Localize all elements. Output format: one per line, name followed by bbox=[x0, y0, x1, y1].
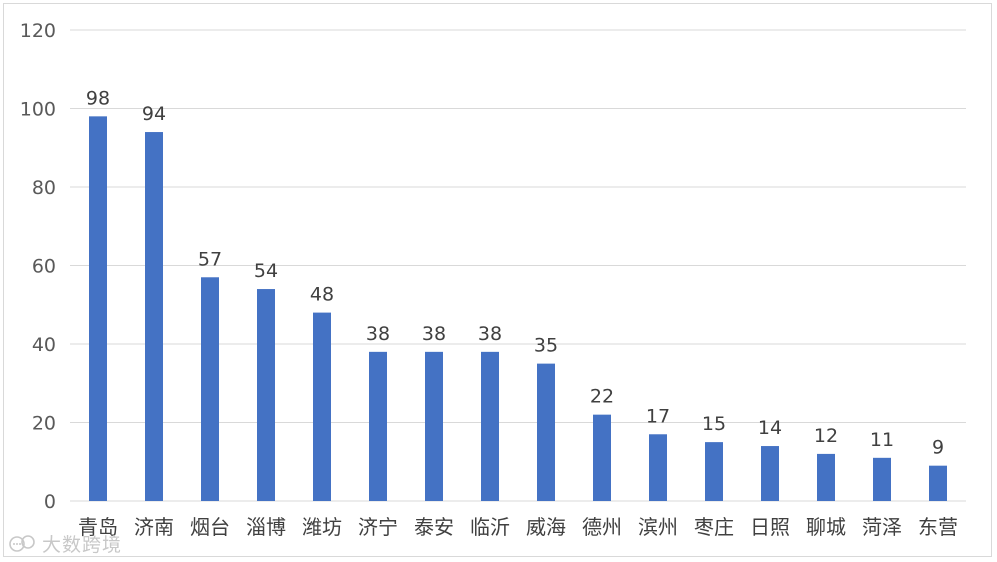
data-label: 17 bbox=[646, 405, 670, 427]
bar-聊城 bbox=[817, 453, 835, 501]
bar-德州 bbox=[593, 414, 611, 501]
y-tick-label: 60 bbox=[32, 256, 56, 278]
bar-滨州 bbox=[649, 434, 667, 501]
x-category-label: 菏泽 bbox=[862, 515, 902, 539]
bar-日照 bbox=[761, 446, 779, 501]
y-tick-label: 0 bbox=[44, 491, 56, 513]
data-label: 38 bbox=[366, 323, 390, 345]
x-category-label: 泰安 bbox=[414, 515, 454, 539]
x-category-label: 威海 bbox=[526, 515, 566, 539]
watermark-text: 大数跨境 bbox=[42, 534, 123, 556]
data-label: 38 bbox=[422, 323, 446, 345]
y-tick-label: 80 bbox=[32, 177, 56, 199]
bar-泰安 bbox=[425, 351, 443, 501]
bar-菏泽 bbox=[873, 457, 891, 501]
data-label: 14 bbox=[758, 417, 782, 439]
bar-淄博 bbox=[257, 289, 275, 501]
y-tick-label: 20 bbox=[32, 413, 56, 435]
y-tick-label: 40 bbox=[32, 334, 56, 356]
data-label: 35 bbox=[534, 335, 558, 357]
x-category-label: 东营 bbox=[918, 515, 958, 539]
watermark: 大数跨境 bbox=[8, 530, 122, 557]
y-tick-label: 120 bbox=[20, 20, 56, 42]
x-category-label: 淄博 bbox=[246, 515, 286, 539]
x-category-label: 德州 bbox=[582, 515, 622, 539]
data-label: 48 bbox=[310, 284, 334, 306]
bar-烟台 bbox=[201, 277, 219, 501]
bar-青岛 bbox=[89, 116, 107, 501]
x-category-label: 枣庄 bbox=[694, 515, 734, 539]
x-category-label: 济宁 bbox=[358, 515, 398, 539]
data-label: 9 bbox=[932, 437, 944, 459]
x-category-label: 临沂 bbox=[470, 515, 510, 539]
bar-潍坊 bbox=[313, 312, 331, 501]
data-label: 11 bbox=[870, 429, 894, 451]
bar-威海 bbox=[537, 363, 555, 501]
data-label: 38 bbox=[478, 323, 502, 345]
x-category-label: 滨州 bbox=[638, 515, 678, 539]
data-label: 22 bbox=[590, 386, 614, 408]
data-label: 94 bbox=[142, 103, 166, 125]
bar-临沂 bbox=[481, 351, 499, 501]
x-category-label: 日照 bbox=[750, 515, 790, 539]
bar-枣庄 bbox=[705, 442, 723, 501]
x-category-label: 潍坊 bbox=[302, 515, 342, 539]
data-label: 54 bbox=[254, 260, 278, 282]
chat-bubbles-logo-icon bbox=[8, 533, 38, 555]
data-label: 15 bbox=[702, 413, 726, 435]
bar-济宁 bbox=[369, 351, 387, 501]
x-category-label: 济南 bbox=[134, 515, 174, 539]
x-category-label: 青岛 bbox=[78, 515, 118, 539]
x-category-label: 烟台 bbox=[190, 515, 230, 539]
data-label: 12 bbox=[814, 425, 838, 447]
bar-东营 bbox=[929, 465, 947, 501]
data-label: 98 bbox=[86, 87, 110, 109]
y-tick-label: 100 bbox=[20, 99, 56, 121]
x-category-label: 聊城 bbox=[806, 515, 846, 539]
data-label: 57 bbox=[198, 248, 222, 270]
bar-济南 bbox=[145, 132, 163, 502]
